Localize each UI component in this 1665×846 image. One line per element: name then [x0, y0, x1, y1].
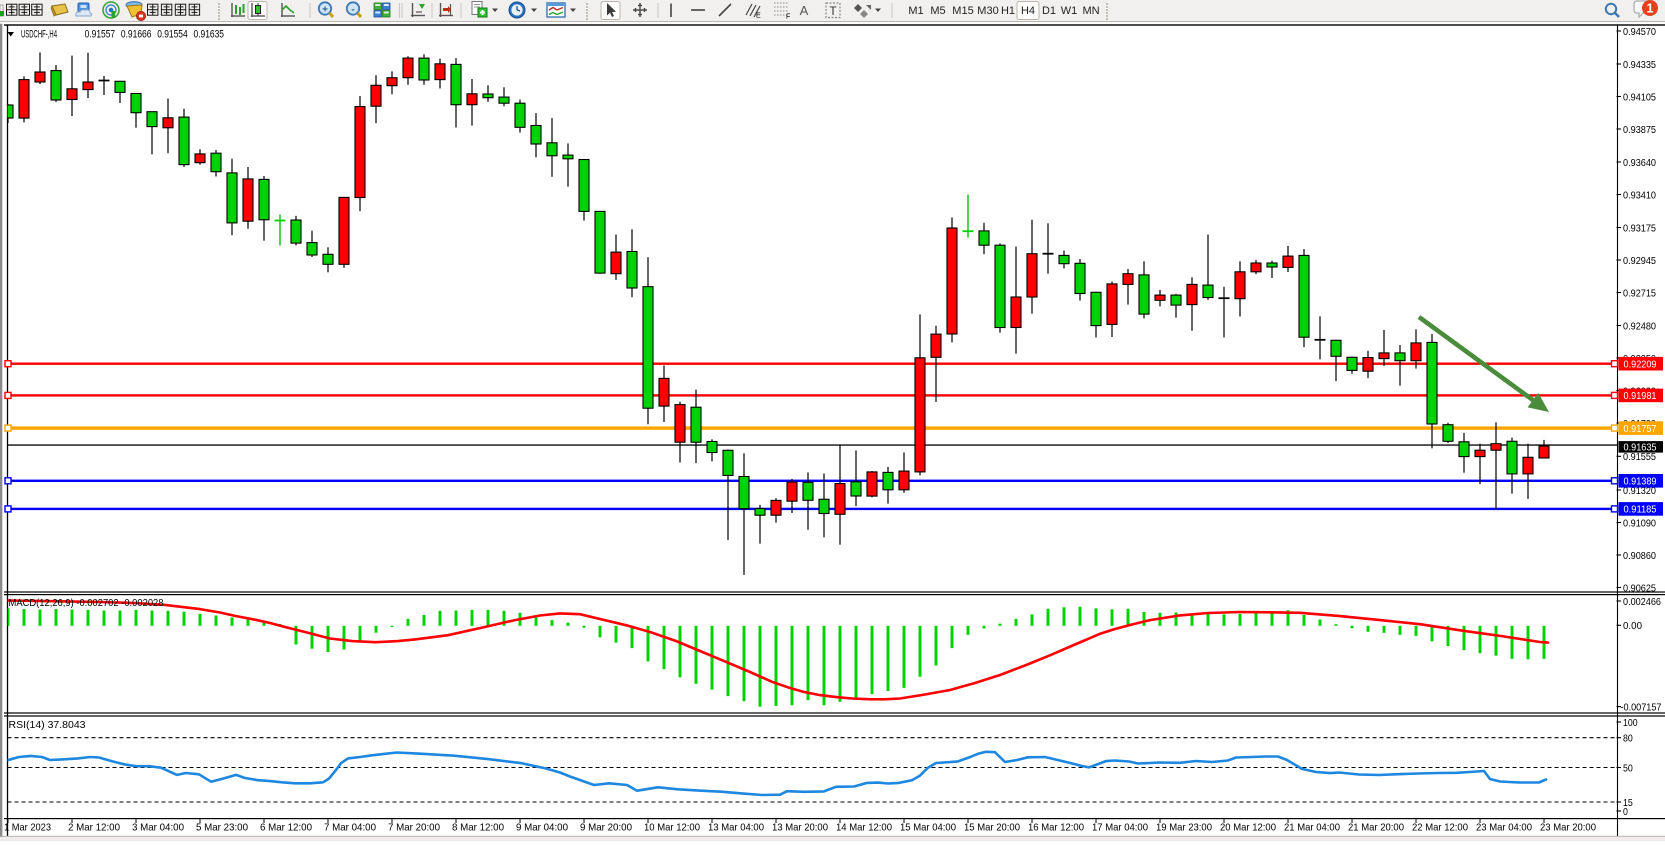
svg-text:22 Mar 12:00: 22 Mar 12:00: [1412, 822, 1468, 833]
svg-text:0.00: 0.00: [1623, 621, 1642, 632]
svg-text:RSI(14) 37.8043: RSI(14) 37.8043: [9, 720, 86, 731]
svg-text:A: A: [800, 3, 809, 18]
svg-text:0.90860: 0.90860: [1623, 551, 1656, 562]
svg-text:15: 15: [1623, 798, 1633, 809]
svg-text:D1: D1: [1042, 5, 1056, 17]
svg-text:7 Mar 04:00: 7 Mar 04:00: [324, 822, 376, 833]
svg-text:9 Mar 04:00: 9 Mar 04:00: [516, 822, 568, 833]
svg-text:0.91666: 0.91666: [121, 28, 152, 40]
svg-text:15 Mar 04:00: 15 Mar 04:00: [900, 822, 956, 833]
svg-text:W1: W1: [1061, 5, 1078, 17]
svg-text:19 Mar 23:00: 19 Mar 23:00: [1156, 822, 1212, 833]
svg-text:0.91389: 0.91389: [1624, 477, 1657, 488]
svg-text:-: -: [351, 5, 354, 16]
svg-text:0.93410: 0.93410: [1623, 190, 1656, 201]
svg-text:0: 0: [1623, 807, 1628, 818]
svg-text:0.91555: 0.91555: [1623, 452, 1656, 463]
svg-text:0.94335: 0.94335: [1623, 60, 1656, 71]
svg-text:MACD(12,26,9) -0.002702 -0.002: MACD(12,26,9) -0.002702 -0.002028: [9, 598, 164, 609]
svg-text:21 Mar 04:00: 21 Mar 04:00: [1284, 822, 1340, 833]
svg-text:0.91185: 0.91185: [1624, 505, 1657, 516]
svg-text:6 Mar 12:00: 6 Mar 12:00: [260, 822, 312, 833]
svg-text:0.91757: 0.91757: [1624, 424, 1657, 435]
svg-text:E: E: [756, 13, 761, 20]
svg-text:M15: M15: [952, 5, 973, 17]
svg-text:8 Mar 12:00: 8 Mar 12:00: [452, 822, 504, 833]
svg-text:0.91635: 0.91635: [194, 28, 225, 40]
svg-text:15 Mar 20:00: 15 Mar 20:00: [964, 822, 1020, 833]
svg-text:0.91320: 0.91320: [1623, 486, 1656, 497]
svg-text:0.94570: 0.94570: [1623, 27, 1656, 38]
svg-text:USDCHF-,H4: USDCHF-,H4: [21, 28, 57, 40]
svg-text:F: F: [786, 14, 790, 21]
svg-text:T: T: [829, 6, 836, 18]
svg-text:21 Mar 20:00: 21 Mar 20:00: [1348, 822, 1404, 833]
svg-text:0.91554: 0.91554: [157, 28, 188, 40]
svg-text:0.93175: 0.93175: [1623, 223, 1656, 234]
svg-text:23 Mar 20:00: 23 Mar 20:00: [1540, 822, 1596, 833]
svg-text:H1: H1: [1001, 5, 1015, 17]
svg-text:23 Mar 04:00: 23 Mar 04:00: [1476, 822, 1532, 833]
svg-text:0.92945: 0.92945: [1623, 256, 1656, 267]
svg-text:0.91090: 0.91090: [1623, 518, 1656, 529]
svg-text:80: 80: [1623, 734, 1633, 745]
svg-text:14 Mar 12:00: 14 Mar 12:00: [836, 822, 892, 833]
svg-text:0.92480: 0.92480: [1623, 321, 1656, 332]
svg-text:0.94105: 0.94105: [1623, 92, 1656, 103]
svg-text:0.002466: 0.002466: [1623, 597, 1661, 608]
svg-text:M5: M5: [930, 5, 945, 17]
svg-text:3 Mar 04:00: 3 Mar 04:00: [132, 822, 184, 833]
svg-text:1: 1: [1647, 2, 1654, 16]
svg-text:0.90625: 0.90625: [1623, 583, 1656, 594]
svg-text:M30: M30: [977, 5, 998, 17]
svg-text:13 Mar 20:00: 13 Mar 20:00: [772, 822, 828, 833]
svg-text:MN: MN: [1082, 5, 1099, 17]
svg-text:0.91981: 0.91981: [1624, 391, 1657, 402]
svg-text:10 Mar 12:00: 10 Mar 12:00: [644, 822, 700, 833]
svg-text:20 Mar 12:00: 20 Mar 12:00: [1220, 822, 1276, 833]
svg-text:-0.007157: -0.007157: [1621, 702, 1662, 713]
svg-text:17 Mar 04:00: 17 Mar 04:00: [1092, 822, 1148, 833]
svg-text:7 Mar 20:00: 7 Mar 20:00: [388, 822, 440, 833]
svg-text:5 Mar 23:00: 5 Mar 23:00: [196, 822, 248, 833]
svg-text:16 Mar 12:00: 16 Mar 12:00: [1028, 822, 1084, 833]
svg-text:9 Mar 20:00: 9 Mar 20:00: [580, 822, 632, 833]
svg-text:100: 100: [1623, 718, 1638, 729]
svg-text:0.93640: 0.93640: [1623, 158, 1656, 169]
svg-text:+: +: [322, 5, 328, 16]
svg-text:0.92715: 0.92715: [1623, 288, 1656, 299]
svg-text:50: 50: [1623, 763, 1633, 774]
svg-text:1 Mar 2023: 1 Mar 2023: [4, 822, 51, 833]
svg-text:2 Mar 12:00: 2 Mar 12:00: [68, 822, 120, 833]
svg-text:13 Mar 04:00: 13 Mar 04:00: [708, 822, 764, 833]
svg-text:M1: M1: [908, 5, 923, 17]
svg-text:0.92209: 0.92209: [1624, 360, 1657, 371]
svg-text:0.93875: 0.93875: [1623, 125, 1656, 136]
svg-text:0.91635: 0.91635: [1624, 443, 1657, 454]
svg-text:H4: H4: [1021, 5, 1035, 17]
svg-text:0.91557: 0.91557: [85, 28, 116, 40]
